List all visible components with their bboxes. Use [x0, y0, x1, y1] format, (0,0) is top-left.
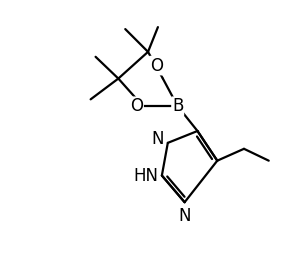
Text: N: N	[152, 130, 164, 148]
Text: O: O	[130, 97, 143, 115]
Text: HN: HN	[133, 167, 158, 185]
Text: B: B	[172, 97, 183, 115]
Text: O: O	[150, 57, 163, 75]
Text: N: N	[178, 207, 191, 225]
